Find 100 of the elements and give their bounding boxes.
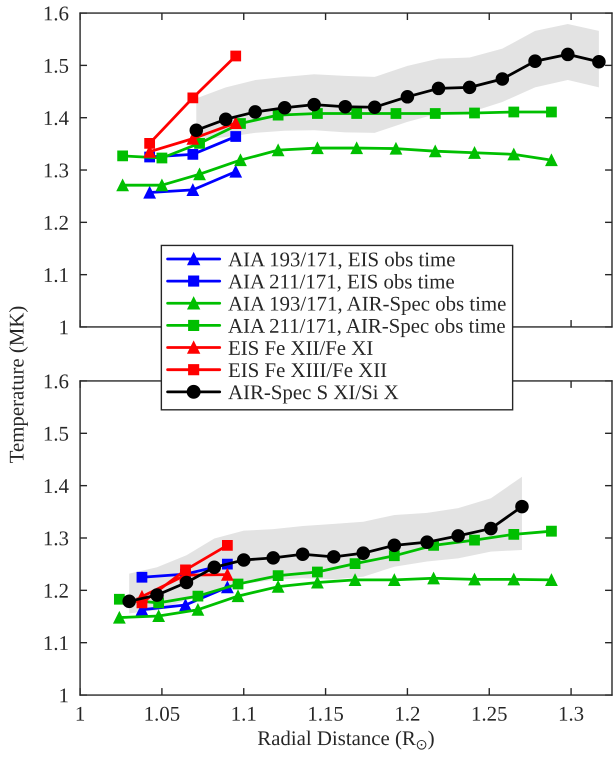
x-tick-label: 1.1 [232, 706, 256, 721]
point [400, 90, 414, 104]
y-tick-label: 1.1 [44, 636, 68, 650]
point [234, 154, 247, 166]
y-tick-label: 1.4 [44, 111, 69, 126]
point [311, 576, 324, 589]
point [232, 590, 244, 602]
point [312, 566, 323, 578]
legend-label: AIA 211/171, AIR-Spec obs time [228, 318, 505, 338]
x-tick-label: 1.05 [146, 706, 180, 721]
point [338, 100, 352, 114]
point [144, 186, 156, 199]
point [186, 184, 199, 196]
point [368, 100, 382, 114]
point [592, 54, 606, 68]
point [348, 574, 362, 586]
point [187, 148, 198, 160]
point [152, 610, 165, 622]
point [272, 580, 284, 593]
point [390, 142, 402, 155]
point [545, 574, 558, 586]
point [296, 547, 310, 561]
y-tick-label: 1 [60, 320, 68, 334]
point [190, 123, 204, 138]
point [545, 154, 558, 166]
point [180, 564, 191, 576]
point [432, 82, 446, 96]
point [232, 578, 244, 590]
legend-label: EIS Fe XII/Fe XI [228, 341, 373, 356]
point [462, 80, 476, 94]
point [508, 106, 520, 118]
point [192, 604, 204, 616]
point [117, 150, 128, 162]
point [496, 72, 510, 86]
legend-label: AIA 211/171, EIS obs time [228, 274, 454, 292]
x-tick-label: 1.15 [309, 706, 343, 721]
point [192, 590, 204, 602]
point [388, 574, 400, 586]
y-tick-label: 1.5 [44, 426, 68, 441]
point [356, 546, 370, 560]
point [430, 108, 441, 119]
point [116, 179, 129, 192]
point [150, 588, 164, 602]
point [272, 144, 284, 156]
point [230, 131, 242, 142]
y-tick-label: 1 [60, 688, 68, 702]
point [484, 522, 498, 536]
point [136, 572, 148, 583]
point [561, 48, 575, 62]
point [156, 152, 168, 164]
point [468, 573, 481, 586]
point [350, 558, 360, 570]
point [420, 535, 434, 549]
legend-label: AIA 193/171, AIR-Spec obs time [228, 296, 506, 315]
point [193, 168, 206, 180]
point [508, 528, 520, 540]
point [390, 108, 402, 119]
x-tick-label: 1.2 [396, 706, 420, 721]
point [528, 54, 542, 68]
legend-label: AIR-Spec S XI/Si X [228, 385, 398, 404]
point [311, 142, 324, 154]
point [451, 529, 465, 543]
point [230, 166, 242, 178]
point [230, 116, 242, 130]
point [144, 138, 156, 149]
point [180, 576, 194, 590]
point [222, 540, 233, 551]
x-tick-label: 1 [76, 706, 84, 721]
point [278, 101, 292, 115]
y-tick-label: 1.6 [44, 374, 68, 388]
y-tick-label: 1.4 [44, 479, 69, 494]
point [429, 145, 442, 158]
point [230, 50, 242, 62]
legend-label: AIA 193/171, EIS obs time [228, 252, 455, 270]
point [350, 142, 363, 154]
point [508, 573, 520, 586]
point [266, 551, 280, 565]
y-tick-label: 1.6 [44, 6, 68, 21]
point [307, 98, 321, 112]
point [221, 568, 234, 581]
point [218, 112, 233, 126]
point [113, 611, 126, 624]
point [236, 553, 251, 567]
point [508, 148, 520, 160]
x-axis-title: Radial Distance (R$_{⊙}$) [258, 730, 434, 750]
y-axis-title: Temperature (MK) [9, 306, 28, 463]
y-tick-label: 1.1 [44, 268, 68, 282]
point [388, 538, 402, 552]
y-tick-label: 1.2 [44, 584, 68, 598]
point [546, 106, 557, 118]
point [272, 570, 284, 582]
y-tick-label: 1.3 [44, 531, 68, 546]
point [156, 179, 168, 192]
point [248, 105, 262, 119]
point [208, 560, 222, 574]
point [351, 108, 362, 119]
point [428, 572, 440, 584]
y-tick-label: 1.3 [44, 163, 68, 178]
point [546, 526, 557, 537]
point [469, 108, 480, 118]
